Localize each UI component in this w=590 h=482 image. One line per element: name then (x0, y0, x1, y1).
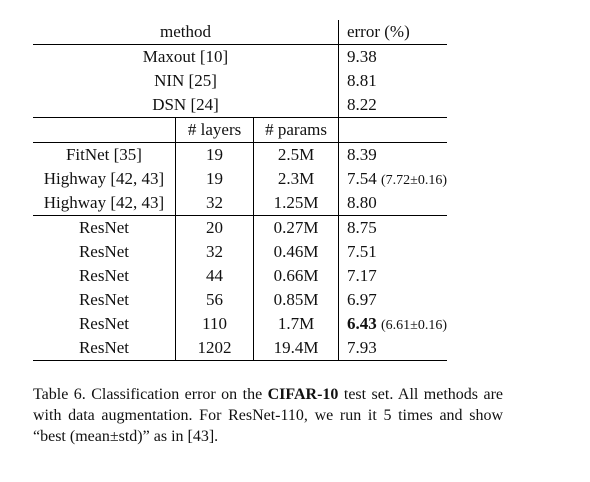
table-row: NIN [25] 8.81 (33, 69, 447, 93)
error-cell: 6.97 (337, 288, 447, 312)
method-cell: Highway [42, 43] (43, 193, 165, 212)
error-cell: 8.80 (337, 191, 447, 216)
table-row: ResNet 44 0.66M 7.17 (33, 264, 447, 288)
table-row: ResNet 110 1.7M 6.43 (6.61±0.16) (33, 312, 447, 336)
method-cell: NIN [25] (154, 71, 217, 90)
error-value: 8.39 (346, 145, 377, 164)
method-cell: DSN [24] (152, 95, 219, 114)
error-value: 8.75 (346, 218, 377, 237)
header-params: # params (253, 117, 339, 143)
header-layers: # layers (174, 117, 254, 143)
table-row: ResNet 56 0.85M 6.97 (33, 288, 447, 312)
table-row: Maxout [10] 9.38 (33, 44, 447, 69)
layers-cell: 1202 (174, 336, 254, 361)
layers-cell: 56 (174, 288, 254, 312)
subheader-row: # layers # params (33, 117, 447, 143)
error-cell: 7.54 (7.72±0.16) (337, 167, 447, 191)
layers-cell: 44 (174, 264, 254, 288)
error-cell: 7.17 (337, 264, 447, 288)
table-row: Highway [42, 43] 32 1.25M 8.80 (33, 191, 447, 216)
table-row: FitNet [35] 19 2.5M 8.39 (33, 142, 447, 167)
method-cell: Maxout [10] (142, 47, 229, 66)
error-value: 7.54 (346, 169, 377, 188)
error-cell: 7.51 (337, 240, 447, 264)
error-cell: 6.43 (6.61±0.16) (337, 312, 447, 336)
method-cell: ResNet (78, 242, 129, 261)
subheader-error-blank (337, 117, 447, 143)
params-cell: 0.66M (253, 264, 339, 288)
method-cell: Highway [42, 43] (43, 169, 165, 188)
error-note: (7.72±0.16) (380, 173, 447, 188)
table-caption: Table 6. Classification error on the CIF… (33, 384, 503, 447)
error-value: 7.17 (346, 266, 377, 285)
table-row: ResNet 32 0.46M 7.51 (33, 240, 447, 264)
caption-suffix: test set. All methods are with data augm… (33, 386, 503, 445)
params-cell: 1.7M (253, 312, 339, 336)
layers-cell: 32 (174, 191, 254, 216)
table-row: Highway [42, 43] 19 2.3M 7.54 (7.72±0.16… (33, 167, 447, 191)
method-cell: ResNet (78, 314, 129, 333)
method-cell: ResNet (78, 290, 129, 309)
header-error: error (%) (337, 20, 447, 45)
params-cell: 2.3M (253, 167, 339, 191)
params-cell: 19.4M (253, 336, 339, 361)
method-cell: ResNet (78, 266, 129, 285)
caption-dataset: CIFAR-10 (267, 386, 339, 403)
layers-cell: 20 (174, 215, 254, 240)
header-row: method error (%) (33, 20, 447, 45)
layers-cell: 19 (174, 142, 254, 167)
results-table: method error (%) Maxout [10] 9.38 NIN [2… (33, 20, 447, 361)
error-value-best: 6.43 (346, 314, 377, 333)
error-value: 7.51 (346, 242, 377, 261)
table-row: ResNet 1202 19.4M 7.93 (33, 336, 447, 361)
params-cell: 2.5M (253, 142, 339, 167)
error-value: 8.80 (346, 193, 377, 212)
caption-prefix: Table 6. Classification error on the (33, 386, 268, 403)
params-cell: 1.25M (253, 191, 339, 216)
error-cell: 9.38 (337, 44, 447, 69)
error-cell: 8.81 (337, 69, 447, 93)
method-cell: FitNet [35] (65, 145, 142, 164)
error-cell: 7.93 (337, 336, 447, 361)
error-value: 7.93 (346, 338, 377, 357)
params-cell: 0.27M (253, 215, 339, 240)
error-cell: 8.22 (337, 93, 447, 118)
table-row: ResNet 20 0.27M 8.75 (33, 215, 447, 240)
error-cell: 8.39 (337, 142, 447, 167)
subheader-blank (33, 117, 176, 143)
layers-cell: 110 (174, 312, 254, 336)
error-note: (6.61±0.16) (380, 318, 447, 333)
layers-cell: 32 (174, 240, 254, 264)
table-row: DSN [24] 8.22 (33, 93, 447, 118)
params-cell: 0.85M (253, 288, 339, 312)
method-cell: ResNet (33, 215, 176, 240)
error-cell: 8.75 (337, 215, 447, 240)
error-value: 6.97 (346, 290, 377, 309)
layers-cell: 19 (174, 167, 254, 191)
method-cell: ResNet (33, 336, 176, 361)
params-cell: 0.46M (253, 240, 339, 264)
header-method: method (33, 20, 339, 45)
